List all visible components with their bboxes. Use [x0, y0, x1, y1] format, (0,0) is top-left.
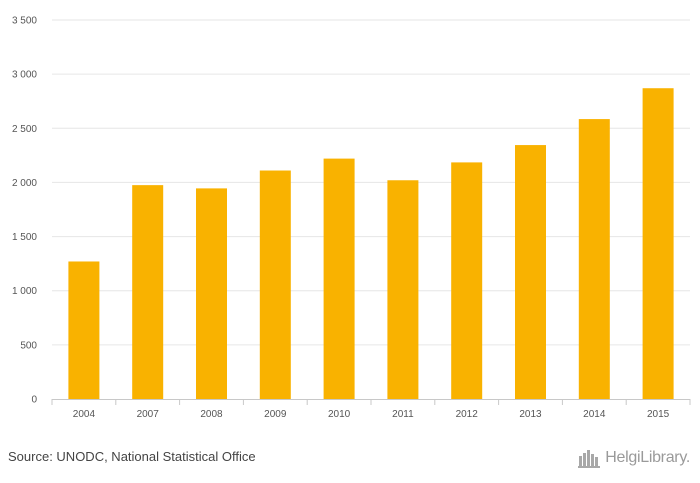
x-tick-label: 2014: [583, 409, 606, 420]
y-tick-label: 3 000: [12, 70, 37, 81]
bars: [68, 88, 674, 400]
x-tick-label: 2010: [328, 409, 351, 420]
x-tick-label: 2007: [137, 409, 160, 420]
y-tick-label: 1 500: [12, 232, 37, 243]
y-tick-label: 1 000: [12, 286, 37, 297]
brand-logo: HelgiLibrary.: [578, 448, 690, 468]
bar: [196, 188, 227, 399]
source-note: Source: UNODC, National Statistical Offi…: [8, 449, 256, 464]
y-tick-label: 0: [31, 395, 37, 406]
y-tick-label: 500: [20, 340, 37, 351]
y-tick-label: 2 500: [12, 124, 37, 135]
y-tick-label: 2 000: [12, 178, 37, 189]
bar: [323, 158, 355, 399]
x-tick-label: 2004: [73, 409, 96, 420]
x-tick-label: 2009: [264, 409, 287, 420]
bar: [132, 185, 164, 399]
bar: [387, 180, 419, 399]
y-axis-ticks: 0 500 1 000 1 500 2 000 2 500 3 000 3 500: [12, 16, 37, 406]
bar: [451, 162, 483, 399]
x-tick-label: 2011: [392, 409, 414, 420]
bar: [515, 145, 546, 399]
x-tick-label: 2012: [456, 409, 479, 420]
x-tick-label: 2013: [519, 409, 542, 420]
y-tick-label: 3 500: [12, 16, 37, 27]
bar: [642, 88, 674, 399]
x-tick-label: 2015: [647, 409, 670, 420]
bar: [68, 261, 100, 399]
x-tick-label: 2008: [200, 409, 223, 420]
x-axis: 2004 2007 2008 2009 2010 2011 2012 2013 2014 2015: [51, 399, 691, 420]
bar: [578, 119, 610, 400]
brand-name: HelgiLibrary.: [605, 449, 690, 466]
bar: [259, 170, 291, 399]
helgi-library-logo-icon: [578, 450, 601, 468]
